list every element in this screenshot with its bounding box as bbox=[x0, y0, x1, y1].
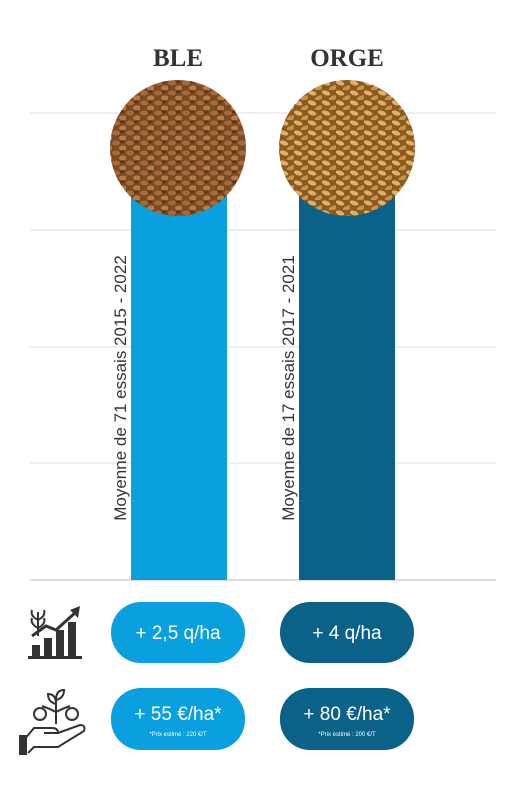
growth-icon bbox=[28, 606, 82, 659]
price-note: *Prix estimé : 220 €/T bbox=[149, 732, 207, 738]
yield-pill bbox=[111, 602, 245, 663]
barley-photo bbox=[279, 80, 415, 216]
guide-lines bbox=[30, 112, 496, 581]
column-title: BLE bbox=[153, 45, 203, 72]
margin-pill bbox=[280, 688, 414, 750]
margin-gain: + 55 €/ha* bbox=[134, 704, 222, 725]
yield-pill bbox=[280, 602, 414, 663]
margin-pill bbox=[111, 688, 245, 750]
wheat-photo bbox=[110, 80, 246, 216]
price-note: *Prix estimé : 200 €/T bbox=[318, 732, 376, 738]
money-icon bbox=[19, 688, 86, 755]
trial-note: Moyenne de 71 essais 2015 - 2022 bbox=[111, 255, 130, 521]
bar-orge bbox=[299, 180, 395, 580]
margin-gain: + 80 €/ha* bbox=[303, 704, 391, 725]
yield-gain: + 4 q/ha bbox=[312, 623, 382, 644]
bar-ble bbox=[131, 180, 227, 580]
trial-note: Moyenne de 17 essais 2017 - 2021 bbox=[279, 255, 298, 521]
yield-gain: + 2,5 q/ha bbox=[135, 623, 220, 644]
column-title: ORGE bbox=[310, 45, 384, 72]
